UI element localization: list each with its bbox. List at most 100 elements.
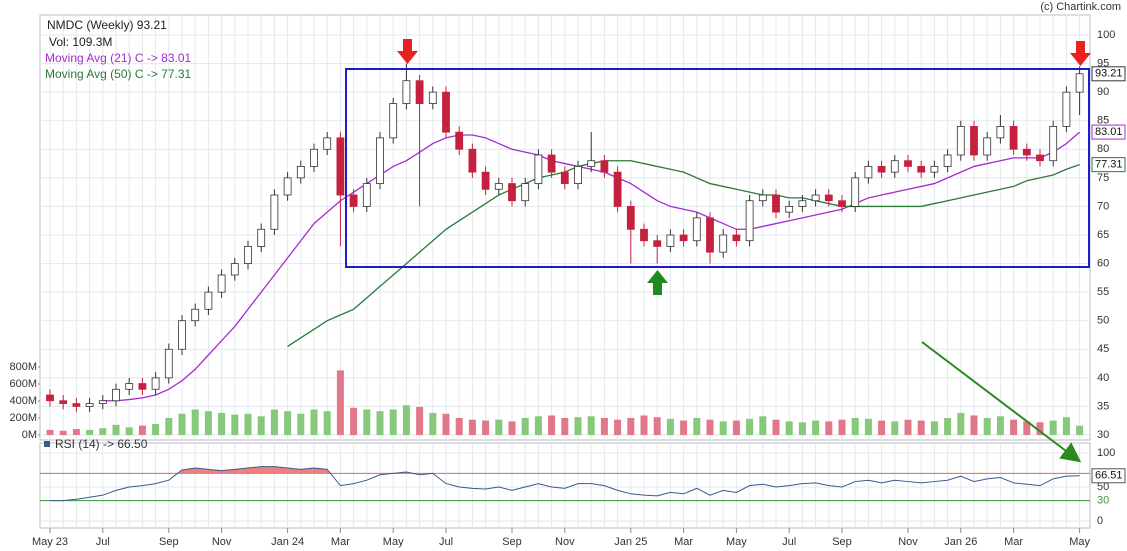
y-tick-label: 55: [1097, 286, 1109, 298]
candle-body: [600, 160, 609, 173]
candle-body: [970, 126, 978, 156]
x-tick-label: Mar: [331, 536, 350, 548]
candle-body: [85, 403, 94, 407]
candle-body: [442, 91, 450, 133]
candle-body: [824, 194, 833, 202]
x-tick-label: Nov: [212, 536, 232, 548]
price-layer: [46, 63, 1084, 413]
y-tick-label: 80: [1097, 143, 1109, 155]
volume-bar: [680, 420, 688, 435]
candle-body: [811, 194, 820, 202]
candle-body: [178, 320, 186, 350]
y-tick-label: 90: [1097, 86, 1109, 98]
volume-bar: [693, 418, 701, 435]
candle-body: [1075, 73, 1084, 93]
volume-bar: [152, 423, 160, 435]
candle-body: [1036, 154, 1044, 162]
volume-bar: [996, 416, 1004, 435]
volume-bar: [904, 419, 912, 435]
arrow-down: [1070, 41, 1091, 66]
volume-bar: [561, 418, 569, 435]
trend-arrow: [921, 341, 1082, 463]
range-box: [345, 68, 1090, 268]
volume-tick-label: 0M: [22, 429, 37, 441]
candle-body: [956, 126, 965, 156]
candle-body: [349, 194, 358, 207]
x-tick-label: Sep: [832, 536, 852, 548]
volume-bar: [957, 412, 965, 435]
volume-bar: [1076, 425, 1084, 435]
x-tick-label: Nov: [555, 536, 575, 548]
candle-body: [864, 166, 873, 179]
volume-bar: [521, 418, 529, 435]
y-tick-label: 40: [1097, 372, 1109, 384]
x-tick-label: Jul: [782, 536, 796, 548]
candle-body: [323, 137, 332, 150]
candle-body: [1062, 91, 1071, 127]
candle-body: [296, 166, 305, 179]
x-tick-label: May: [726, 536, 747, 548]
volume-bar: [627, 418, 635, 435]
volume-bar: [204, 411, 212, 435]
rsi-legend: RSI (14) -> 66.50: [55, 437, 148, 451]
y-tick-label: 70: [1097, 200, 1109, 212]
candle-body: [72, 403, 81, 407]
volume-bar: [812, 420, 820, 435]
candle-body: [270, 194, 279, 230]
rsi-tick-label: 30: [1097, 495, 1109, 507]
candle-body: [283, 177, 292, 196]
volume-bar: [376, 411, 384, 435]
volume-bar: [270, 409, 278, 435]
candle-body: [521, 183, 530, 202]
x-tick-label: Sep: [159, 536, 179, 548]
volume-bar: [944, 418, 952, 435]
volume-bar: [706, 419, 714, 435]
y-tick-label: 50: [1097, 315, 1109, 327]
volume-bar: [917, 420, 925, 435]
volume-bar: [1049, 420, 1057, 435]
volume-bar: [323, 411, 331, 435]
candle-body: [204, 291, 213, 310]
value-tag-label: 83.01: [1095, 126, 1123, 138]
candle-body: [376, 137, 384, 184]
y-tick-label: 75: [1097, 172, 1109, 184]
volume-bar: [72, 429, 80, 435]
x-tick-label: Sep: [502, 536, 522, 548]
candle-body: [362, 183, 371, 207]
candle-body: [1022, 148, 1031, 156]
candle-body: [706, 217, 714, 253]
volume-bar: [838, 419, 846, 435]
candle-body: [758, 194, 767, 202]
candle-body: [138, 383, 147, 390]
volume-bar: [548, 415, 556, 435]
volume-tick-label: 800M: [9, 361, 37, 373]
y-tick-label: 45: [1097, 343, 1109, 355]
x-tick-label: Jan 24: [271, 536, 304, 548]
y-tick-label: 30: [1097, 429, 1109, 441]
candle-body: [719, 234, 728, 253]
volume-bar: [759, 416, 767, 435]
volume-bar: [402, 405, 410, 435]
candle-body: [679, 234, 688, 242]
arrow-down: [397, 39, 418, 64]
volume-bar: [257, 416, 265, 435]
candle-body: [217, 274, 226, 293]
rsi-value-tag-label: 66.51: [1095, 470, 1123, 482]
volume-bar: [1023, 421, 1031, 435]
candle-body: [151, 377, 160, 390]
rsi-line: [50, 466, 1080, 502]
volume-bar: [798, 422, 806, 435]
volume-bar: [336, 370, 344, 435]
volume-tick-label: 400M: [9, 395, 37, 407]
volume-tick-label: 200M: [9, 412, 37, 424]
moving-average-line: [287, 160, 1080, 347]
volume-bar: [878, 420, 886, 435]
grid: [40, 15, 1090, 528]
candle-body: [244, 246, 252, 264]
x-tick-label: Jul: [439, 536, 453, 548]
rsi-tick-label: 0: [1097, 515, 1103, 527]
volume-bar: [482, 420, 490, 435]
volume-bar: [468, 419, 476, 435]
candle-body: [613, 171, 622, 207]
